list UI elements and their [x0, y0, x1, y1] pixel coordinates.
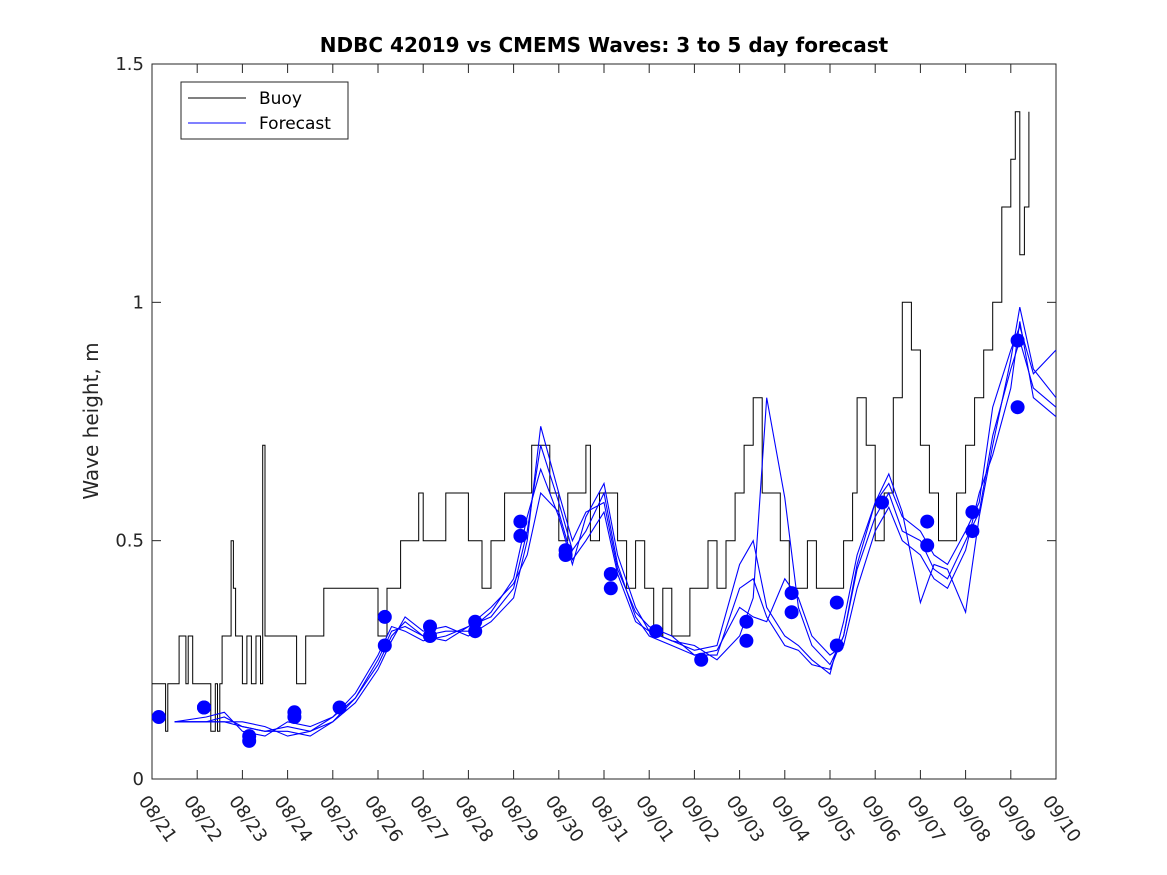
y-tick-label: 0	[133, 769, 144, 790]
forecast-point	[649, 624, 663, 639]
forecast-point	[468, 614, 483, 629]
forecast-point	[784, 586, 799, 601]
forecast-point	[513, 514, 528, 529]
chart-title: NDBC 42019 vs CMEMS Waves: 3 to 5 day fo…	[320, 33, 889, 57]
forecast-point	[965, 524, 980, 539]
forecast-point	[875, 495, 889, 510]
forecast-point	[1010, 400, 1025, 415]
forecast-point	[423, 619, 437, 634]
forecast-point	[242, 729, 257, 744]
y-tick-label: 1	[133, 292, 144, 313]
forecast-point	[151, 710, 166, 724]
legend-box	[180, 81, 349, 140]
legend-forecast-label: Forecast	[259, 114, 331, 134]
forecast-line-3	[174, 321, 1057, 737]
forecast-point	[377, 638, 392, 653]
y-axis: 0 0.5 1 1.5	[115, 54, 1056, 790]
forecast-point	[332, 700, 347, 715]
forecast-point	[829, 595, 844, 610]
forecast-line-2	[174, 338, 1057, 737]
forecast-point	[377, 609, 392, 624]
plot-area	[151, 63, 1057, 780]
forecast-point	[197, 700, 211, 715]
forecast-point	[287, 705, 302, 720]
forecast-point	[784, 605, 799, 620]
forecast-point	[920, 514, 935, 529]
legend-buoy-label: Buoy	[259, 89, 302, 109]
forecast-point	[603, 567, 618, 581]
forecast-point	[1010, 333, 1025, 348]
forecast-point	[965, 505, 980, 520]
y-tick-label: 0.5	[115, 531, 144, 552]
buoy-series	[152, 111, 1030, 732]
forecast-point	[513, 528, 528, 543]
forecast-point	[829, 638, 844, 653]
forecast-points-group	[151, 333, 1025, 748]
forecast-point	[558, 543, 573, 558]
buoy-line	[152, 111, 1030, 732]
forecast-point	[694, 652, 709, 667]
forecast-point	[603, 581, 618, 596]
forecast-point	[739, 633, 754, 648]
y-tick-label: 1.5	[115, 54, 144, 75]
forecast-point	[920, 538, 935, 553]
legend: Buoy Forecast	[180, 81, 349, 140]
forecast-point	[739, 614, 754, 629]
y-axis-label: Wave height, m	[79, 342, 103, 499]
